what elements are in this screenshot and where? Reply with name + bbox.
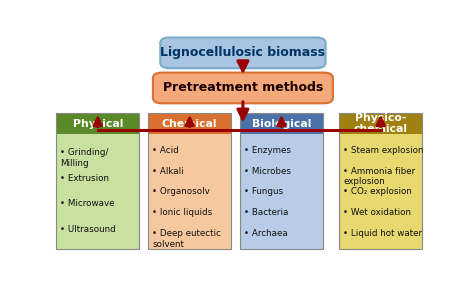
Bar — [148, 134, 231, 249]
FancyBboxPatch shape — [153, 73, 333, 103]
Bar — [148, 113, 231, 134]
Bar — [148, 113, 231, 249]
Text: • Alkali: • Alkali — [152, 166, 183, 176]
Bar — [240, 113, 323, 134]
Text: Physical: Physical — [73, 119, 123, 129]
Text: • Enzymes: • Enzymes — [244, 146, 291, 154]
Bar — [56, 113, 139, 249]
Bar — [339, 113, 422, 134]
FancyBboxPatch shape — [160, 38, 326, 68]
Bar — [339, 113, 422, 249]
Bar — [56, 134, 139, 249]
Text: • Fungus: • Fungus — [244, 188, 283, 196]
Text: • Archaea: • Archaea — [244, 229, 288, 238]
Text: • Acid: • Acid — [152, 146, 179, 154]
Text: • Bacteria: • Bacteria — [244, 208, 288, 217]
Text: • CO₂ explosion: • CO₂ explosion — [343, 188, 412, 196]
Text: • Ionic liquids: • Ionic liquids — [152, 208, 212, 217]
Text: • Ultrasound: • Ultrasound — [60, 225, 116, 234]
Text: • Grinding/
Milling: • Grinding/ Milling — [60, 148, 109, 168]
Text: Biological: Biological — [252, 119, 311, 129]
Text: • Steam explosion: • Steam explosion — [343, 146, 424, 154]
Text: • Liquid hot water: • Liquid hot water — [343, 229, 422, 238]
Text: Chemical: Chemical — [162, 119, 218, 129]
Text: • Extrusion: • Extrusion — [60, 174, 109, 183]
Bar — [56, 113, 139, 134]
Text: • Microbes: • Microbes — [244, 166, 291, 176]
Text: Physico-
chemical: Physico- chemical — [354, 113, 408, 135]
Text: • Deep eutectic
solvent: • Deep eutectic solvent — [152, 229, 221, 249]
Text: • Organosolv: • Organosolv — [152, 188, 210, 196]
Text: Lignocellulosic biomass: Lignocellulosic biomass — [160, 46, 326, 59]
Text: Pretreatment methods: Pretreatment methods — [163, 82, 323, 94]
Text: • Ammonia fiber
explosion: • Ammonia fiber explosion — [343, 166, 415, 186]
Bar — [240, 113, 323, 249]
Bar — [339, 134, 422, 249]
Text: • Wet oxidation: • Wet oxidation — [343, 208, 411, 217]
Bar — [240, 134, 323, 249]
Text: • Microwave: • Microwave — [60, 199, 115, 208]
